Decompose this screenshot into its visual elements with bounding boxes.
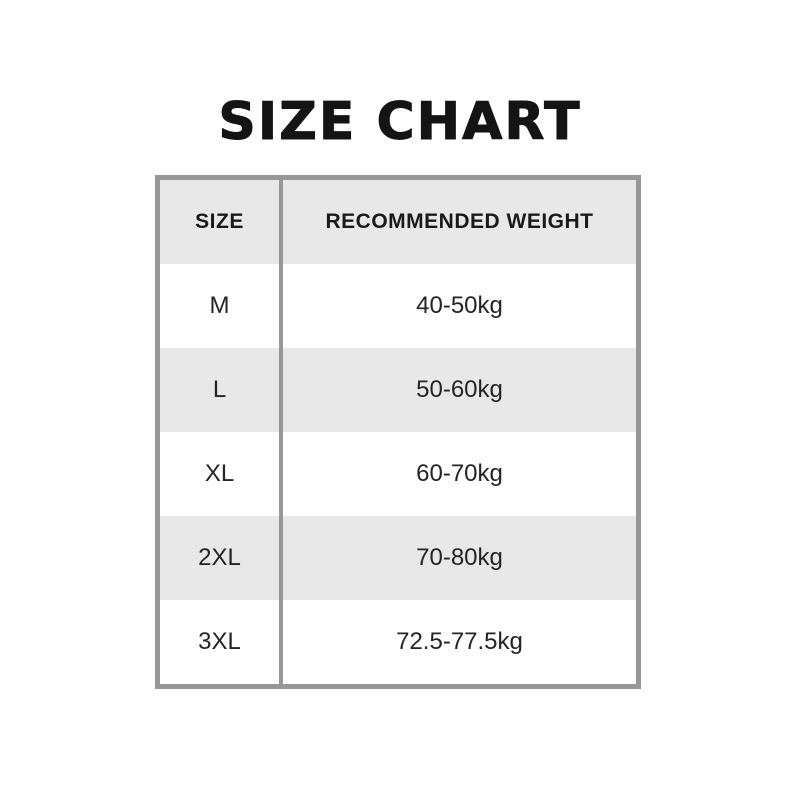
weight-cell: 70-80kg bbox=[416, 544, 503, 571]
size-cell: L bbox=[160, 348, 283, 432]
table-row: XL 60-70kg bbox=[160, 432, 636, 516]
table-row: L 50-60kg bbox=[160, 348, 636, 432]
size-cell: M bbox=[160, 264, 283, 348]
column-header-recommended-weight: RECOMMENDED WEIGHT bbox=[325, 210, 594, 233]
weight-cell: 50-60kg bbox=[416, 376, 503, 403]
size-chart-table: SIZE RECOMMENDED WEIGHT M 40-50kg L 50-6… bbox=[155, 175, 641, 689]
table-row: M 40-50kg bbox=[160, 264, 636, 348]
weight-cell: 40-50kg bbox=[416, 292, 503, 319]
column-header-size: SIZE bbox=[160, 180, 283, 264]
size-cell: XL bbox=[160, 432, 283, 516]
table-row: 3XL 72.5-77.5kg bbox=[160, 600, 636, 684]
weight-cell: 72.5-77.5kg bbox=[396, 628, 523, 655]
size-cell: 3XL bbox=[160, 600, 283, 684]
table-header-row: SIZE RECOMMENDED WEIGHT bbox=[160, 180, 636, 264]
weight-cell: 60-70kg bbox=[416, 460, 503, 487]
table-row: 2XL 70-80kg bbox=[160, 516, 636, 600]
size-cell: 2XL bbox=[160, 516, 283, 600]
page-title: SIZE CHART bbox=[218, 92, 582, 152]
